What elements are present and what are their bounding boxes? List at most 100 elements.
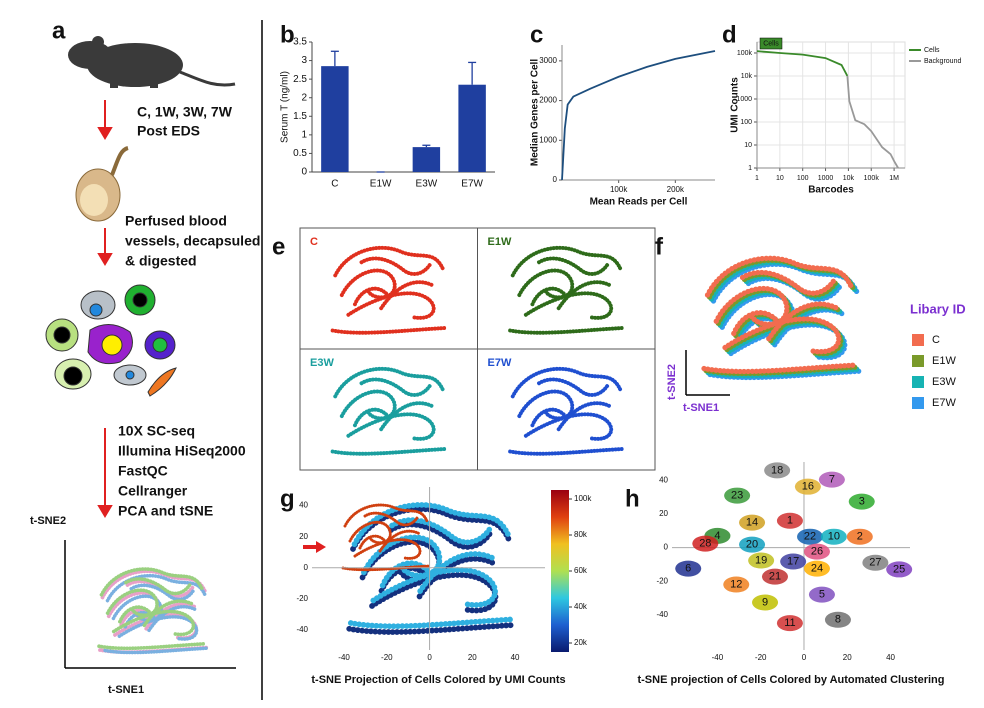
x-tick-label: 100k [864,175,880,182]
cluster-label: 25 [893,563,905,575]
axis-title: Serum T (ng/ml) [280,71,291,143]
y-tick-label: 10k [741,73,753,80]
legend-title: Libary ID [910,301,966,316]
y-tick-label: 100k [737,50,753,57]
legend-swatch [912,397,924,409]
colorbar [551,490,569,652]
cluster-label: 12 [730,578,742,590]
cluster-blob [797,528,824,545]
cluster-blob [803,543,830,560]
cluster-blob [764,462,791,479]
cluster-label: 8 [835,614,841,626]
panel-letter: f [655,233,664,260]
cluster-blob [780,553,807,570]
bar [412,147,441,172]
cluster-blob [846,528,873,545]
panel-letter: d [722,21,737,48]
x-tick-label: E1W [370,179,392,190]
y-tick-label: 1 [748,165,752,172]
caption: t-SNE Projection of Cells Colored by UMI… [311,674,565,686]
step-text: vessels, decapsuled [125,233,260,249]
x-tick-label: 0 [427,653,432,662]
step-text: C, 1W, 3W, 7W [137,104,233,120]
annotation: Cells [763,40,779,47]
cluster-blob [776,615,803,632]
legend-label: C [932,334,940,346]
x-tick-label: 1000 [818,175,834,182]
cluster-label: 23 [731,489,743,501]
step-text: FastQC [118,463,168,479]
cluster-blob [675,560,702,577]
x-tick-label: -20 [381,653,393,662]
step-text: Cellranger [118,483,188,499]
y-tick-label: 0 [553,175,558,184]
y-tick-label: 20 [659,509,668,518]
y-tick-label: -40 [296,625,308,634]
x-tick-label: 200k [667,185,685,194]
step-text: 10X SC-seq [118,423,195,439]
cluster-blob [824,611,851,628]
cluster-blob [776,512,803,529]
legend-swatch [912,334,924,346]
step-text: Perfused blood [125,213,227,229]
x-tick-label: -40 [338,653,350,662]
axis-title: t-SNE2 [666,364,678,400]
y-tick-label: 1.5 [293,111,307,122]
legend-label: E7W [932,397,956,409]
step-text: PCA and tSNE [118,503,213,519]
cluster-label: 18 [771,464,783,476]
y-tick-label: -40 [656,610,668,619]
y-tick-label: 10 [744,142,752,149]
panel-letter: h [625,485,640,512]
y-tick-label: 0 [664,543,669,552]
panel-letter: c [530,21,543,48]
x-tick-label: 100k [610,185,628,194]
x-tick-label: 100 [797,175,809,182]
cluster-blob [723,576,750,593]
panel-letter: b [280,21,295,48]
annotation-box [759,37,783,50]
panel-letter: a [52,17,66,44]
cluster-blob [803,560,830,577]
subplot-label: E7W [488,357,512,369]
x-tick-label: 1 [755,175,759,182]
x-tick-label: 40 [511,653,520,662]
axis-title: Barcodes [808,185,854,196]
cluster-label: 19 [755,554,767,566]
x-tick-label: 0 [802,653,807,662]
series-line [561,50,716,181]
cluster-blob [886,561,913,578]
x-tick-label: 10 [776,175,784,182]
y-tick-label: 1000 [736,96,752,103]
cluster-label: 28 [699,537,711,549]
y-tick-label: -20 [296,594,308,603]
axis-label: t-SNE2 [30,515,66,527]
bar [321,66,349,172]
legend-label: E1W [932,355,956,367]
y-tick-label: 3 [301,55,307,66]
cluster-label: 10 [828,531,840,543]
cluster-label: 6 [685,562,691,574]
legend-swatch [912,376,924,388]
x-tick-label: 10k [843,175,855,182]
step-text: Post EDS [137,123,200,139]
step-text: & digested [125,253,197,269]
cluster-blob [818,471,845,488]
legend-swatch [912,355,924,367]
cluster-blob [739,514,766,531]
cluster-blob [808,586,835,603]
legend-label: E3W [932,376,956,388]
y-tick-label: 0 [304,563,309,572]
x-tick-label: E7W [461,179,483,190]
cluster-blob [692,535,719,552]
cluster-blob [748,552,775,569]
colorbar-label: 40k [574,602,588,611]
x-tick-label: -20 [755,653,767,662]
subplot-label: E1W [488,236,512,248]
panel-letter: g [280,485,295,512]
legend-label: Background [924,58,961,65]
y-tick-label: 40 [299,501,308,510]
x-tick-label: 20 [843,653,852,662]
plot-area [756,41,906,169]
